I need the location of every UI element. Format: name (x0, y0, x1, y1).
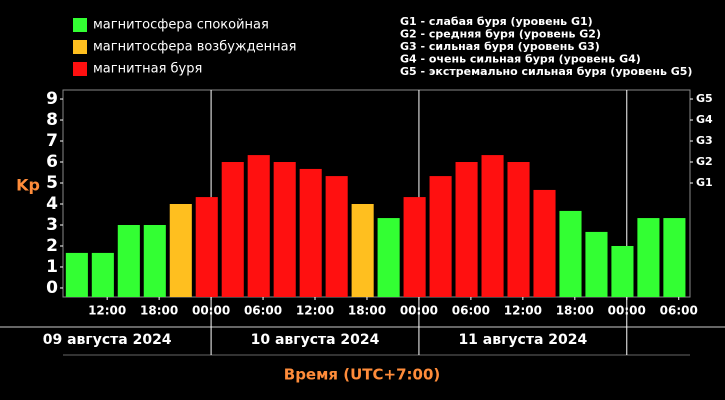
x-tick-label: 00:00 (608, 304, 646, 318)
storm-level: G2 - средняя буря (уровень G2) (400, 28, 601, 41)
y-axis-label: Kp (16, 176, 40, 195)
y-tick-label: 2 (46, 236, 58, 256)
x-tick-label: 06:00 (452, 304, 490, 318)
x-tick-label: 00:00 (192, 304, 230, 318)
storm-level: G5 - экстремально сильная буря (уровень … (400, 65, 692, 78)
plot-area (62, 89, 691, 298)
bar (663, 218, 686, 297)
date-label: 11 августа 2024 (458, 332, 587, 348)
y2-tick-label: G2 (696, 155, 713, 168)
x-tick-label: 06:00 (244, 304, 282, 318)
y-tick-label: 3 (46, 215, 58, 235)
bar (169, 203, 192, 297)
bar (507, 162, 530, 297)
y2-tick-label: G1 (696, 176, 713, 189)
date-label: 09 августа 2024 (43, 332, 172, 348)
y2-tick-label: G3 (696, 134, 713, 147)
date-label: 10 августа 2024 (251, 332, 380, 348)
x-tick-label: 18:00 (140, 304, 178, 318)
y-tick-label: 0 (46, 278, 58, 298)
bar (455, 162, 478, 297)
y-tick-label: 9 (46, 89, 58, 109)
y-tick-label: 8 (46, 110, 58, 130)
bar (143, 224, 166, 297)
bar (91, 252, 114, 297)
bar (325, 176, 348, 297)
bar (273, 162, 296, 297)
bar (481, 155, 504, 297)
legend-swatch (73, 62, 87, 76)
x-tick-label: 06:00 (660, 304, 698, 318)
bar (377, 218, 400, 297)
x-tick-label: 18:00 (348, 304, 386, 318)
bar (247, 155, 270, 297)
y2-tick-label: G4 (696, 113, 713, 126)
x-tick-label: 18:00 (556, 304, 594, 318)
bar (611, 245, 634, 297)
bar (299, 168, 322, 297)
x-tick-label: 12:00 (504, 304, 542, 318)
y-tick-label: 4 (46, 194, 58, 214)
bar (221, 162, 244, 297)
y-tick-label: 5 (46, 173, 58, 193)
bar (65, 252, 88, 297)
bar (351, 203, 374, 297)
bar (429, 176, 452, 297)
storm-level: G1 - слабая буря (уровень G1) (400, 15, 593, 28)
x-tick-label: 00:00 (400, 304, 438, 318)
bar (585, 231, 608, 297)
x-axis-label: Время (UTC+7:00) (284, 366, 440, 384)
legend-swatch (73, 40, 87, 54)
legend-swatch (73, 18, 87, 32)
bar (559, 210, 582, 297)
y-tick-label: 1 (46, 257, 58, 277)
bar (533, 189, 556, 297)
bar (637, 218, 660, 297)
x-tick-label: 12:00 (88, 304, 126, 318)
y2-tick-label: G5 (696, 92, 713, 105)
legend-label: магнитосфера возбужденная (93, 40, 296, 55)
legend-label: магнитная буря (93, 62, 202, 77)
bar (117, 224, 140, 297)
y-tick-label: 7 (46, 131, 58, 151)
bar (403, 197, 426, 297)
legend-label: магнитосфера спокойная (93, 18, 269, 33)
storm-level: G3 - сильная буря (уровень G3) (400, 40, 600, 53)
bar (195, 197, 218, 297)
storm-level: G4 - очень сильная буря (уровень G4) (400, 53, 641, 66)
y-tick-label: 6 (46, 152, 58, 172)
x-tick-label: 12:00 (296, 304, 334, 318)
